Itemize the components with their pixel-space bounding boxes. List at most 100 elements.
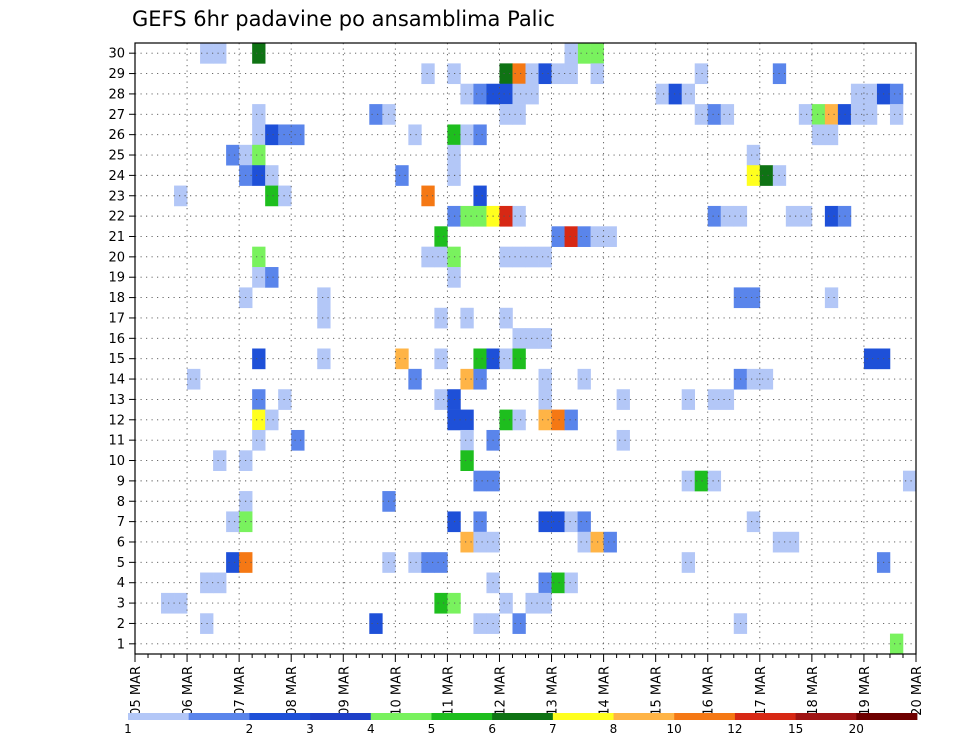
heatmap-cell <box>473 185 487 207</box>
heatmap-cell <box>252 124 266 146</box>
colorbar-segment <box>128 713 190 720</box>
heatmap-cell <box>226 552 240 573</box>
heatmap-cell <box>538 572 552 594</box>
heatmap-cell <box>434 592 448 614</box>
colorbar-segment <box>674 713 736 720</box>
y-tick-label: 17 <box>108 311 125 326</box>
heatmap-cell <box>720 205 735 227</box>
heatmap-cell <box>746 511 761 533</box>
heatmap-cell <box>538 368 552 390</box>
heatmap-cell <box>564 409 578 431</box>
heatmap-cell <box>512 409 526 431</box>
x-tick-label: 05 MAR <box>129 666 144 716</box>
y-tick-label: 7 <box>117 515 125 530</box>
heatmap-cell <box>512 205 526 227</box>
heatmap-cell <box>889 633 904 655</box>
y-tick-label: 20 <box>108 250 125 265</box>
heatmap-cell <box>278 185 292 207</box>
heatmap-cell <box>265 165 279 186</box>
heatmap-cell <box>291 124 305 146</box>
heatmap-cell <box>226 511 240 533</box>
y-tick-label: 13 <box>108 393 125 408</box>
heatmap-cell <box>902 470 917 492</box>
heatmap-cell <box>460 205 474 227</box>
heatmap-cell <box>278 124 292 146</box>
heatmap-cell <box>746 287 761 309</box>
x-tick-label: 18 MAR <box>806 666 821 716</box>
heatmap-cell <box>564 63 578 85</box>
heatmap-cell <box>317 287 331 309</box>
heatmap-cell <box>499 205 513 227</box>
heatmap-cell <box>187 368 201 390</box>
heatmap-cell <box>577 368 591 390</box>
heatmap-cell <box>551 63 565 85</box>
heatmap-cell <box>408 552 422 573</box>
heatmap-cell <box>252 429 266 451</box>
heatmap-cell <box>863 104 878 125</box>
heatmap-cell <box>460 83 474 105</box>
x-axis-ticks: 05 MAR 06 MAR 07 MAR 08 MAR 09 MAR 10 MAR 11 M… <box>129 654 925 716</box>
heatmap-cell <box>564 43 578 64</box>
heatmap-cell <box>811 104 826 125</box>
heatmap-cell <box>824 104 839 125</box>
heatmap-cell <box>473 613 487 634</box>
colorbar-segment <box>188 713 250 720</box>
heatmap-cells <box>161 43 917 655</box>
y-tick-label: 30 <box>108 47 125 62</box>
x-tick-label: 15 MAR <box>650 666 665 716</box>
heatmap-cell <box>759 165 774 186</box>
heatmap-cell <box>473 205 487 227</box>
heatmap-cell <box>408 124 422 146</box>
colorbar-segment <box>492 713 554 720</box>
heatmap-cell <box>213 43 227 64</box>
y-tick-label: 9 <box>117 474 125 489</box>
heatmap-cell <box>577 511 591 533</box>
x-tick-label: 19 MAR <box>858 666 873 716</box>
heatmap-cell <box>213 572 227 594</box>
heatmap-cell <box>785 205 800 227</box>
heatmap-cell <box>460 531 474 553</box>
heatmap-cell <box>512 104 526 125</box>
y-tick-label: 22 <box>108 210 125 225</box>
heatmap-cell <box>460 409 474 431</box>
colorbar-segment <box>552 713 614 720</box>
heatmap-cell <box>473 124 487 146</box>
heatmap-cell <box>707 205 722 227</box>
heatmap-cell <box>473 511 487 533</box>
y-tick-label: 3 <box>117 597 125 612</box>
heatmap-cell <box>538 63 552 85</box>
colorbar-segment <box>310 713 372 720</box>
colorbar-label: 7 <box>549 722 557 736</box>
heatmap-cell <box>538 328 552 349</box>
heatmap-cell <box>473 348 487 370</box>
heatmap-cell <box>252 43 266 64</box>
heatmap-cell <box>252 409 266 431</box>
heatmap-cell <box>434 307 448 329</box>
heatmap-cell <box>850 104 865 125</box>
heatmap-cell <box>577 531 591 553</box>
colorbar-label: 15 <box>788 722 803 736</box>
heatmap-cell <box>616 389 630 410</box>
heatmap-cell <box>889 83 904 105</box>
heatmap-cell <box>889 104 904 125</box>
heatmap-cell <box>681 389 696 410</box>
heatmap-cell <box>499 83 513 105</box>
heatmap-cell <box>564 511 578 533</box>
heatmap-cell <box>499 104 513 125</box>
heatmap-cell <box>551 511 565 533</box>
y-tick-label: 6 <box>117 535 125 550</box>
heatmap-cell <box>460 450 474 471</box>
chart-title: GEFS 6hr padavine po ansamblima Palic <box>132 7 555 31</box>
heatmap-cell <box>460 429 474 451</box>
heatmap-cell <box>395 348 409 370</box>
y-tick-label: 26 <box>108 128 125 143</box>
x-tick-label: 20 MAR <box>910 666 925 716</box>
heatmap-cell <box>811 124 826 146</box>
heatmap-cell <box>564 572 578 594</box>
heatmap-cell <box>798 205 813 227</box>
heatmap-cell <box>694 470 709 492</box>
y-tick-label: 18 <box>108 291 125 306</box>
heatmap-cell <box>499 592 513 614</box>
heatmap-cell <box>538 511 552 533</box>
